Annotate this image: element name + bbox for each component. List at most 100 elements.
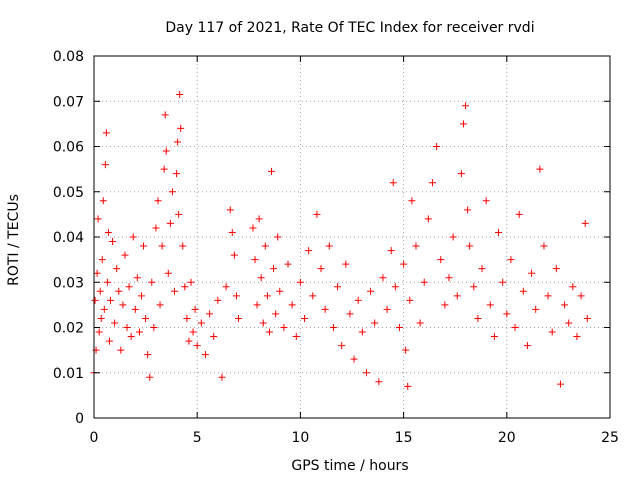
data-point [565, 319, 573, 327]
data-point [175, 210, 183, 218]
data-point [265, 328, 273, 336]
y-tick-label: 0.06 [53, 140, 84, 156]
data-point [395, 324, 403, 331]
data-point [416, 319, 424, 327]
grid-lines [94, 56, 610, 418]
data-point [453, 292, 461, 300]
data-point [259, 319, 267, 327]
x-tick-label: 15 [395, 430, 413, 446]
data-point [354, 296, 362, 304]
data-point [97, 314, 105, 322]
data-point [490, 333, 498, 341]
data-point [127, 333, 135, 341]
data-point [272, 310, 280, 318]
data-point [257, 274, 265, 282]
data-point [317, 265, 325, 273]
data-point [228, 228, 236, 236]
data-point [424, 215, 432, 223]
data-point [201, 351, 209, 359]
data-point [457, 170, 465, 178]
data-point [536, 165, 544, 173]
data-point [222, 283, 230, 291]
data-point [544, 292, 552, 300]
data-point [168, 188, 176, 196]
data-point [197, 319, 205, 327]
data-point [107, 296, 115, 304]
y-axis-label: ROTI / TECUs [6, 194, 22, 286]
data-point [470, 283, 478, 291]
x-tick-label: 20 [498, 430, 516, 446]
data-point [486, 301, 494, 309]
data-point [548, 328, 556, 336]
data-point [119, 301, 127, 309]
data-point [387, 247, 395, 255]
data-point [137, 292, 145, 300]
data-point [362, 369, 370, 377]
data-point [226, 206, 234, 214]
data-point [176, 90, 184, 98]
data-point [253, 301, 261, 309]
data-point [573, 333, 581, 341]
data-point [183, 314, 191, 322]
data-point [98, 256, 106, 264]
data-point [499, 278, 507, 286]
data-point [367, 287, 375, 295]
data-point [482, 197, 490, 205]
data-point [268, 167, 276, 175]
data-point [379, 274, 387, 282]
data-point [511, 324, 519, 331]
data-point [91, 296, 99, 304]
y-tick-label: 0 [75, 411, 84, 427]
data-point [507, 256, 515, 264]
data-point [179, 242, 187, 250]
y-tick-labels: 0 0.01 0.02 0.03 0.04 0.05 0.06 0.07 0.08 [53, 49, 84, 427]
data-point [251, 256, 259, 264]
data-point [193, 342, 201, 350]
data-point [478, 265, 486, 273]
data-point [428, 179, 436, 187]
y-tick-label: 0.03 [53, 275, 84, 291]
data-point [218, 373, 226, 381]
data-point [433, 143, 441, 150]
data-point [437, 256, 445, 264]
data-point [321, 305, 329, 313]
data-point [131, 305, 139, 313]
data-point [162, 147, 170, 155]
data-point [104, 228, 112, 236]
data-point [329, 324, 337, 331]
data-point [158, 242, 166, 250]
data-point [276, 287, 284, 295]
data-point [402, 346, 410, 354]
plot-frame [93, 55, 611, 419]
data-point [581, 219, 589, 227]
data-point [556, 380, 564, 388]
y-tick-label: 0.08 [53, 49, 84, 65]
data-point [263, 292, 271, 300]
data-point [292, 333, 300, 341]
data-point [325, 242, 333, 250]
data-point [234, 314, 242, 322]
data-point [156, 301, 164, 309]
data-point [528, 269, 536, 277]
data-point [309, 292, 317, 300]
data-point [371, 319, 379, 327]
y-tick-label: 0.05 [53, 185, 84, 201]
y-tick-label: 0.07 [53, 94, 84, 110]
data-point [161, 111, 169, 119]
data-point [113, 265, 121, 273]
data-point [569, 283, 577, 291]
data-point [274, 233, 282, 241]
data-point [313, 210, 321, 218]
data-point [103, 278, 111, 286]
data-point [406, 296, 414, 304]
data-point [146, 373, 154, 381]
data-point [459, 120, 467, 128]
data-point [111, 319, 119, 327]
data-point [532, 305, 540, 313]
data-point [189, 328, 197, 336]
data-point [185, 337, 193, 345]
data-point [552, 265, 560, 273]
data-point [121, 251, 129, 259]
data-point [583, 314, 591, 322]
